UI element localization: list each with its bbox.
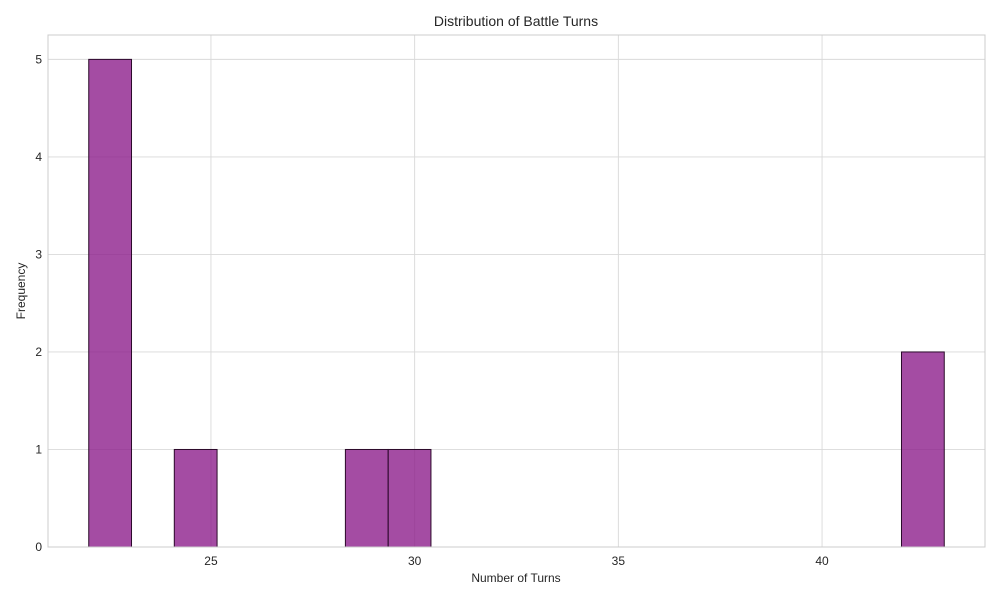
bar-layer bbox=[88, 58, 945, 548]
y-tick-label: 5 bbox=[35, 52, 42, 66]
plot-frame bbox=[47, 34, 986, 548]
y-tick-label: 2 bbox=[35, 345, 42, 359]
y-tick-label: 1 bbox=[35, 442, 42, 456]
x-tick-label: 30 bbox=[408, 554, 422, 568]
histogram-bar bbox=[387, 448, 432, 548]
y-tick-label: 4 bbox=[35, 150, 42, 164]
y-axis-label: Frequency bbox=[14, 263, 28, 320]
x-tick-label: 40 bbox=[815, 554, 829, 568]
tick-layer: 0 1 2 3 4 5 25 30 35 40 bbox=[35, 52, 829, 568]
histogram-bar bbox=[344, 448, 389, 548]
histogram-bar bbox=[173, 448, 218, 548]
x-tick-label: 35 bbox=[612, 554, 626, 568]
x-axis-label: Number of Turns bbox=[471, 571, 560, 585]
y-tick-label: 3 bbox=[35, 247, 42, 261]
x-tick-label: 25 bbox=[204, 554, 218, 568]
y-tick-label: 0 bbox=[35, 540, 42, 554]
histogram-bar bbox=[88, 58, 133, 548]
histogram-bar bbox=[900, 351, 945, 548]
chart-title: Distribution of Battle Turns bbox=[434, 13, 598, 29]
